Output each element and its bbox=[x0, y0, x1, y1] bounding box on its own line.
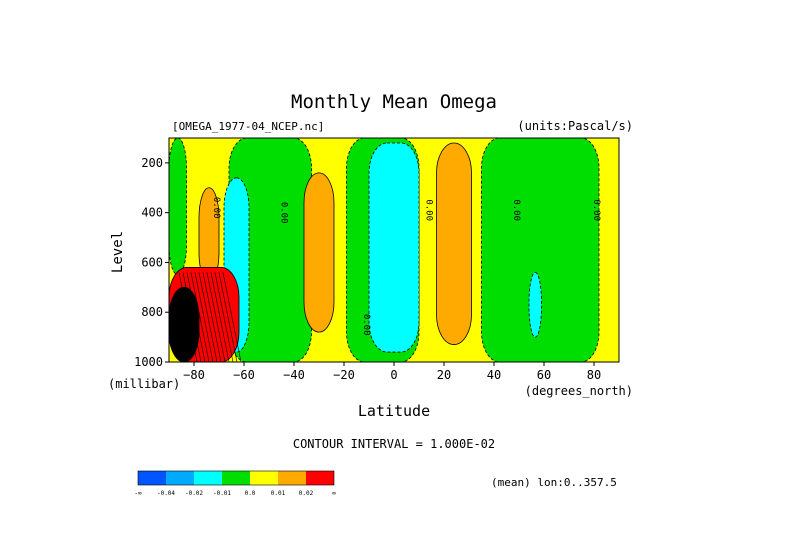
region-green bbox=[169, 138, 187, 276]
contour-line bbox=[202, 272, 222, 362]
y-tick-label: 1000 bbox=[134, 355, 163, 369]
legend-swatch bbox=[306, 471, 334, 485]
x-tick-label: −40 bbox=[283, 368, 305, 382]
region-green bbox=[481, 138, 600, 362]
legend-frame bbox=[137, 470, 335, 486]
y-tick-label: 400 bbox=[141, 206, 163, 220]
x-tick-label: −80 bbox=[183, 368, 205, 382]
plot-area: 0.00 0.00 0.00 0.00 0.00 0.00 bbox=[169, 138, 619, 362]
y-axis-label: Level bbox=[110, 231, 126, 273]
contour-line bbox=[198, 272, 218, 362]
legend-boundary-label: 0.02 bbox=[299, 490, 314, 497]
contour-line bbox=[182, 272, 202, 362]
contour-interval-text: CONTOUR INTERVAL = 1.000E-02 bbox=[293, 437, 495, 451]
legend-end-label: ∞ bbox=[332, 490, 336, 497]
x-tick-label: 0 bbox=[390, 368, 397, 382]
x-tick-label: 60 bbox=[537, 368, 551, 382]
contour-line bbox=[186, 272, 206, 362]
y-tick-label: 800 bbox=[141, 305, 163, 319]
region-cyan bbox=[368, 142, 420, 353]
legend-boundary-label: 0.0 bbox=[245, 490, 256, 497]
contour-label: 0.00 bbox=[511, 199, 521, 221]
contour-label: 0.00 bbox=[211, 197, 221, 219]
chart-title: Monthly Mean Omega bbox=[291, 91, 497, 113]
x-tick-label: −60 bbox=[233, 368, 255, 382]
x-axis-units: (degrees_north) bbox=[525, 384, 633, 398]
legend-boundary-label: -0.02 bbox=[185, 490, 203, 497]
contour-line bbox=[206, 272, 226, 362]
contour-line bbox=[218, 272, 238, 362]
contour-line bbox=[214, 272, 234, 362]
x-tick-label: 20 bbox=[437, 368, 451, 382]
mean-text: (mean) lon:0..357.5 bbox=[491, 476, 617, 489]
dataset-label: [OMEGA_1977-04_NCEP.nc] bbox=[172, 120, 324, 133]
legend-swatch bbox=[166, 471, 194, 485]
contour-label: 0.00 bbox=[591, 199, 601, 221]
legend-boundary-label: -0.04 bbox=[157, 490, 175, 497]
legend-end-label: -∞ bbox=[134, 490, 142, 497]
legend-swatch bbox=[138, 471, 166, 485]
y-tick-label: 200 bbox=[141, 156, 163, 170]
contour-line bbox=[190, 272, 210, 362]
legend-boundary-label: 0.01 bbox=[271, 490, 286, 497]
x-axis-label: Latitude bbox=[358, 402, 430, 420]
region-orange bbox=[436, 142, 472, 345]
y-tick-label: 600 bbox=[141, 255, 163, 269]
units-label: (units:Pascal/s) bbox=[517, 119, 633, 133]
legend-swatch bbox=[278, 471, 306, 485]
region-max bbox=[169, 286, 200, 362]
region-cyan bbox=[528, 271, 542, 338]
contour-label: 0.00 bbox=[424, 199, 434, 221]
x-tick-label: 80 bbox=[587, 368, 601, 382]
color-legend: -∞ -0.04 -0.02 -0.01 0.0 0.01 0.02 ∞ bbox=[134, 470, 336, 497]
x-tick-label: 40 bbox=[487, 368, 501, 382]
dense-contour-lines bbox=[178, 272, 242, 362]
legend-swatch bbox=[250, 471, 278, 485]
legend-boundary-label: -0.01 bbox=[213, 490, 231, 497]
legend-swatch bbox=[222, 471, 250, 485]
contour-line bbox=[222, 272, 242, 362]
legend-swatch bbox=[194, 471, 222, 485]
region-orange bbox=[303, 172, 335, 333]
contour-label: 0.00 bbox=[361, 314, 371, 336]
x-tick-label: −20 bbox=[333, 368, 355, 382]
y-axis-units: (millibar) bbox=[108, 377, 180, 391]
contour-line bbox=[194, 272, 214, 362]
contour-label: 0.00 bbox=[279, 202, 289, 224]
contour-line bbox=[178, 272, 198, 362]
contour-line bbox=[210, 272, 230, 362]
